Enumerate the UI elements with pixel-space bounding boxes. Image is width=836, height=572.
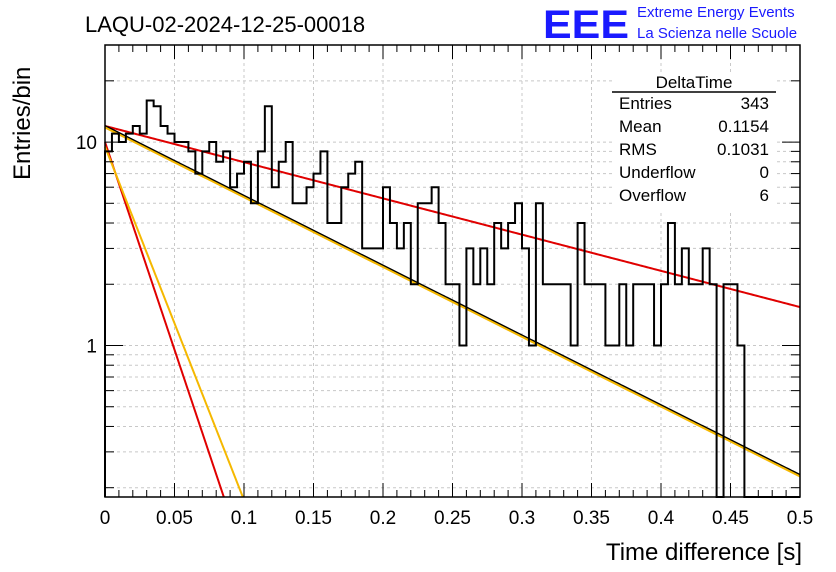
histogram-outline — [104, 99, 800, 498]
x-tick-labels: 0 0.05 0.1 0.15 0.2 0.25 0.3 0.35 0.4 0.45 0.5 — [100, 508, 814, 529]
fit-curve — [104, 126, 801, 478]
logo-line-1: Extreme Energy Events — [637, 4, 795, 21]
stats-row-label: Overflow — [619, 186, 687, 205]
stats-row-label: Entries — [619, 94, 672, 113]
x-tick-label: 0.2 — [370, 508, 396, 529]
logo-mark: EEE — [543, 3, 629, 47]
x-tick-label: 0.25 — [434, 508, 471, 529]
x-tick-label: 0.3 — [509, 508, 535, 529]
fit-curves — [104, 124, 801, 498]
x-tick-label: 0.5 — [787, 508, 813, 529]
x-tick-label: 0.05 — [156, 508, 193, 529]
y-tick-label: 1 — [86, 336, 97, 357]
y-tick-label: 10 — [76, 133, 97, 154]
axis-ticks — [104, 45, 801, 497]
stats-row-label: Underflow — [619, 163, 696, 182]
fit-curve — [104, 146, 244, 498]
stats-row-label: Mean — [619, 117, 662, 136]
x-tick-label: 0.35 — [573, 508, 610, 529]
stats-rows: Entries 343 Mean 0.1154 RMS 0.1031 Underflow 0 O… — [619, 94, 769, 205]
fit-curve — [104, 125, 801, 476]
stats-box-bg — [612, 74, 776, 210]
x-tick-label: 0 — [100, 508, 111, 529]
y-tick-labels: 1 10 — [76, 133, 97, 357]
fit-curve — [104, 124, 801, 309]
chart-title: LAQU-02-2024-12-25-00018 — [85, 12, 365, 37]
stats-row-value: 0 — [760, 163, 769, 182]
stats-title: DeltaTime — [656, 73, 733, 92]
stats-box: DeltaTime Entries 343 Mean 0.1154 RMS 0.1031 U… — [612, 73, 776, 210]
logo-line-2: La Scienza nelle Scuole — [637, 25, 797, 42]
x-tick-label: 0.1 — [231, 508, 257, 529]
stats-row-value: 0.1031 — [717, 140, 769, 159]
stats-row-value: 343 — [741, 94, 769, 113]
logo: EEE Extreme Energy Events La Scienza nel… — [543, 3, 797, 47]
fit-curve — [104, 141, 225, 498]
x-tick-label: 0.45 — [712, 508, 749, 529]
stats-row-value: 0.1154 — [718, 117, 769, 136]
x-axis-label: Time difference [s] — [606, 539, 802, 566]
stats-row-label: RMS — [619, 140, 657, 159]
x-tick-label: 0.15 — [295, 508, 332, 529]
stats-row-value: 6 — [760, 186, 769, 205]
x-tick-label: 0.4 — [648, 508, 675, 529]
y-axis-label: Entries/bin — [9, 67, 36, 180]
